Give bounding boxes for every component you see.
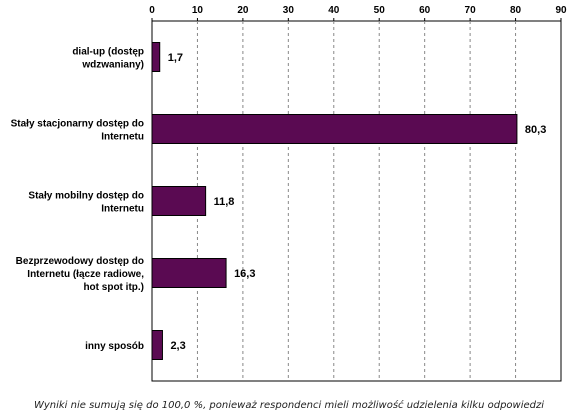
bar-chart: 0 10 20 30 40 50 60 70 80 90 dial-up (dostęp wdzwa…	[11, 5, 567, 382]
x-tick-label: 50	[374, 5, 386, 16]
category-labels: dial-up (dostęp wdzwaniany) Stały stacjona…	[11, 47, 145, 353]
grid-lines	[151, 18, 562, 381]
x-tick-label: 40	[328, 5, 340, 16]
data-label: 1,7	[168, 52, 183, 64]
bars	[151, 42, 518, 360]
data-label: 2,3	[170, 340, 185, 352]
x-tick-label: 80	[510, 5, 522, 16]
bar	[151, 186, 207, 216]
x-tick-label: 20	[237, 5, 249, 16]
x-tick-label: 0	[149, 5, 155, 16]
data-label: 11,8	[214, 196, 235, 208]
footnote: Wyniki nie sumują się do 100,0 %, poniew…	[33, 400, 545, 411]
data-label: 16,3	[234, 268, 255, 280]
x-tick-label: 70	[465, 5, 477, 16]
x-tick-labels: 0 10 20 30 40 50 60 70 80 90	[149, 5, 567, 16]
x-tick-label: 60	[419, 5, 431, 16]
category-label: dial-up (dostęp wdzwaniany)	[72, 47, 144, 71]
bar	[151, 114, 518, 144]
plot-area	[151, 20, 562, 382]
bar	[151, 258, 227, 288]
category-label: Bezprzewodowy dostęp do Internetu (łącze …	[16, 256, 145, 293]
x-tick-label: 30	[283, 5, 295, 16]
data-labels: 1,7 80,3 11,8 16,3 2,3	[168, 52, 547, 352]
bar	[151, 330, 163, 360]
category-label: inny sposób	[85, 341, 144, 352]
category-label: Stały mobilny dostęp do Internetu	[28, 191, 144, 215]
category-label: Stały stacjonarny dostęp do Internetu	[11, 119, 144, 143]
data-label: 80,3	[525, 124, 546, 136]
bar	[151, 42, 161, 72]
x-tick-label: 90	[555, 5, 567, 16]
x-tick-label: 10	[192, 5, 204, 16]
